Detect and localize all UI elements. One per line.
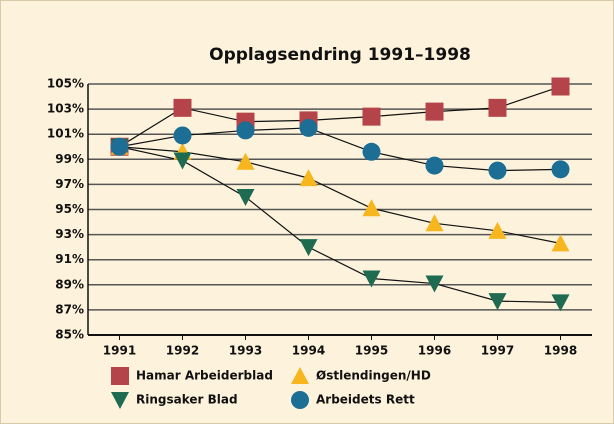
legend-label: Hamar Arbeiderblad xyxy=(136,369,273,383)
data-point xyxy=(488,98,507,117)
x-tick-label: 1998 xyxy=(544,344,577,358)
y-tick-label: 99% xyxy=(55,152,84,166)
data-point xyxy=(425,156,444,175)
data-point xyxy=(110,137,129,156)
data-point xyxy=(362,199,381,217)
y-tick-label: 85% xyxy=(55,328,84,342)
data-point xyxy=(488,293,507,311)
y-tick-label: 105% xyxy=(47,77,84,91)
data-point xyxy=(362,107,381,126)
data-point xyxy=(425,275,444,293)
legend-label: Arbeidets Rett xyxy=(316,393,415,407)
y-tick-label: 91% xyxy=(55,252,84,266)
legend-marker xyxy=(291,367,309,384)
series-line xyxy=(119,146,561,244)
y-tick-label: 97% xyxy=(55,177,84,191)
x-tick-label: 1997 xyxy=(481,344,514,358)
series-line xyxy=(119,85,561,148)
data-point xyxy=(488,221,507,239)
data-point xyxy=(362,270,381,288)
legend-marker xyxy=(291,391,309,409)
y-tick-label: 89% xyxy=(55,277,84,291)
y-tick-label: 93% xyxy=(55,227,84,241)
data-point xyxy=(362,142,381,161)
y-tick-label: 101% xyxy=(47,127,84,141)
x-tick-label: 1995 xyxy=(355,344,388,358)
legend-label: Østlendingen/HD xyxy=(316,369,431,383)
data-point xyxy=(551,77,570,96)
data-point xyxy=(299,118,318,137)
y-tick-label: 95% xyxy=(55,202,84,216)
data-point xyxy=(173,126,192,145)
data-point xyxy=(173,98,192,117)
data-point xyxy=(299,239,318,257)
data-point xyxy=(551,160,570,179)
x-tick-label: 1992 xyxy=(166,344,199,358)
legend-label: Ringsaker Blad xyxy=(136,393,238,407)
data-point xyxy=(551,234,570,252)
x-tick-label: 1996 xyxy=(418,344,451,358)
x-tick-label: 1993 xyxy=(229,344,262,358)
y-tick-label: 87% xyxy=(55,302,84,316)
y-tick-label: 103% xyxy=(47,102,84,116)
legend-marker xyxy=(111,367,129,385)
series-line xyxy=(119,127,561,172)
data-point xyxy=(299,169,318,187)
data-point xyxy=(425,102,444,121)
x-tick-label: 1991 xyxy=(103,344,136,358)
series-line xyxy=(119,146,561,303)
x-tick-label: 1994 xyxy=(292,344,325,358)
chart-title: Opplagsendring 1991–1998 xyxy=(209,45,471,65)
data-point xyxy=(236,188,255,206)
data-point xyxy=(236,152,255,170)
data-point xyxy=(425,214,444,232)
legend-marker xyxy=(111,392,129,409)
data-point xyxy=(488,161,507,180)
data-point xyxy=(173,152,192,170)
data-point xyxy=(236,121,255,140)
data-point xyxy=(551,294,570,312)
